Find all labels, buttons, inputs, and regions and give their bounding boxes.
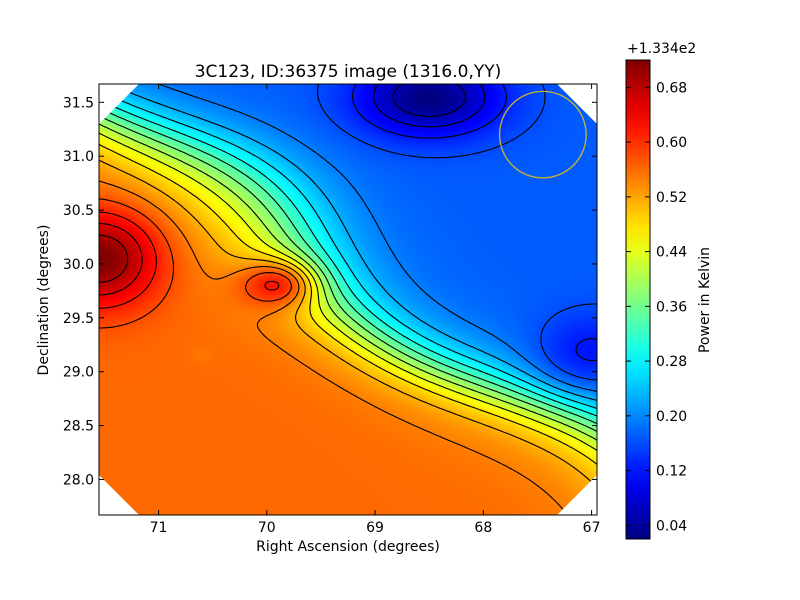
- x-tick-label: 71: [150, 520, 168, 536]
- colorbar-tick-label: 0.60: [656, 135, 687, 151]
- colorbar-tick-label: 0.52: [656, 190, 687, 206]
- contour-line: [99, 180, 569, 515]
- colorbar-tick-label: 0.68: [656, 80, 687, 96]
- x-tick-label: 70: [258, 520, 276, 536]
- y-tick-label: 31.0: [63, 149, 94, 165]
- y-axis-label: Declination (degrees): [36, 225, 52, 376]
- x-axis-label: Right Ascension (degrees): [256, 539, 440, 555]
- colorbar-tick-label: 0.36: [656, 299, 687, 315]
- colorbar-label: Power in Kelvin: [697, 247, 713, 353]
- colorbar-tick-label: 0.28: [656, 354, 687, 370]
- colorbar-tick-label: 0.44: [656, 245, 687, 261]
- y-tick-label: 30.0: [63, 257, 94, 273]
- contour-line: [99, 211, 280, 309]
- contour-line: [99, 198, 292, 329]
- colorbar-tick-label: 0.12: [656, 464, 687, 480]
- plot-frame: [98, 83, 598, 516]
- y-tick-label: 31.5: [63, 95, 94, 111]
- contour-line: [99, 159, 597, 488]
- y-tick-label: 30.5: [63, 203, 94, 219]
- colorbar-offset-label: +1.334e2: [627, 41, 696, 57]
- y-tick-label: 28.5: [63, 419, 94, 435]
- colorbar-tick-label: 0.20: [656, 409, 687, 425]
- x-axis-ticks: 71 70 69 68 67: [150, 84, 601, 536]
- y-axis-ticks: 28.0 28.5 29.0 29.5 30.0 30.5 31.0 31.5: [63, 95, 597, 488]
- x-tick-label: 69: [366, 520, 384, 536]
- contour-line: [317, 84, 597, 381]
- x-tick-label: 67: [583, 520, 601, 536]
- beam-circle: [498, 90, 587, 179]
- y-tick-label: 28.0: [63, 472, 94, 488]
- heatmap-image: [99, 84, 597, 515]
- x-tick-label: 68: [474, 520, 492, 536]
- y-tick-label: 29.0: [63, 365, 94, 381]
- contour-lines: [99, 84, 597, 515]
- contour-line: [99, 222, 143, 296]
- contour-line: [99, 132, 597, 451]
- chart-title: 3C123, ID:36375 image (1316.0,YY): [195, 62, 502, 82]
- colorbar-tick-label: 0.04: [656, 518, 687, 534]
- contour-line: [99, 143, 597, 465]
- y-tick-label: 29.5: [63, 311, 94, 327]
- contour-line: [99, 123, 597, 441]
- colorbar: [625, 59, 651, 540]
- contour-line: [351, 84, 597, 362]
- contour-line: [99, 234, 129, 283]
- contour-line: [392, 84, 466, 117]
- colorbar-ticks: 0.04 0.12 0.20 0.28 0.36 0.44 0.52 0.60 0.68: [626, 80, 687, 534]
- contour-line: [373, 84, 486, 128]
